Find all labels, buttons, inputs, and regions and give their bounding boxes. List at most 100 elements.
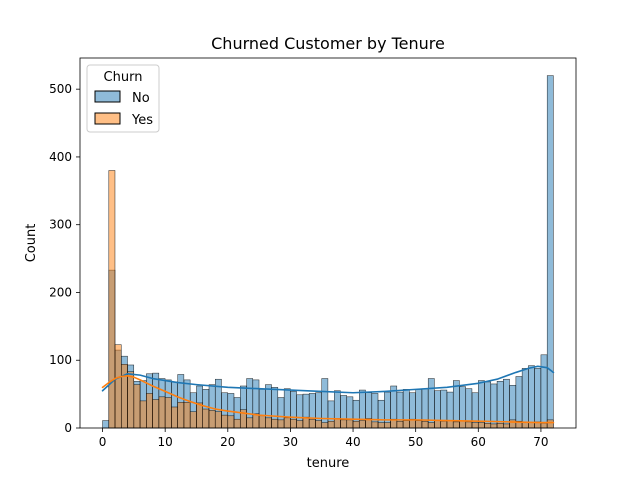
- bar-yes: [478, 422, 485, 429]
- bar-yes: [528, 422, 535, 429]
- bar-yes: [334, 418, 341, 429]
- bar-yes: [177, 402, 185, 429]
- bar-yes: [146, 393, 153, 429]
- bar-yes: [283, 417, 291, 429]
- x-tick-label: 20: [220, 435, 235, 449]
- bar-yes: [490, 423, 498, 429]
- legend: Churn No Yes: [86, 64, 160, 133]
- bar-no: [102, 420, 109, 429]
- x-tick-label: 40: [345, 435, 360, 449]
- x-axis: 0 10 20 30 40 50 60 70: [99, 428, 549, 449]
- bar-no: [534, 368, 542, 429]
- bar-yes: [327, 420, 335, 429]
- y-tick-label: 100: [49, 353, 72, 367]
- y-axis-label: Count: [24, 224, 39, 263]
- x-tick-label: 70: [533, 435, 548, 449]
- bar-yes: [465, 421, 473, 429]
- bar-yes: [446, 420, 454, 429]
- x-tick-label: 60: [471, 435, 486, 449]
- y-axis: 0 100 200 300 400 500: [49, 82, 80, 435]
- bar-yes: [164, 397, 172, 429]
- y-tick-label: 0: [64, 421, 72, 435]
- legend-swatch-yes: [94, 112, 121, 125]
- bar-yes: [346, 419, 354, 429]
- bar-yes: [196, 402, 203, 429]
- bar-yes: [421, 420, 429, 429]
- bar-yes: [133, 384, 141, 429]
- x-axis-label: tenure: [307, 456, 350, 471]
- legend-label-yes: Yes: [131, 113, 153, 128]
- bar-yes: [302, 416, 310, 429]
- bar-no: [546, 75, 554, 429]
- bar-yes: [271, 418, 279, 429]
- bar-yes: [246, 417, 254, 429]
- bar-yes: [189, 411, 197, 429]
- bar-yes: [183, 402, 191, 429]
- bar-yes: [471, 422, 479, 429]
- bar-no: [503, 378, 510, 429]
- x-tick-label: 50: [408, 435, 423, 449]
- bar-no: [521, 368, 529, 429]
- y-tick-label: 500: [49, 82, 72, 96]
- bar-yes: [221, 414, 228, 429]
- bar-no: [321, 378, 329, 429]
- bar-yes: [352, 420, 360, 429]
- x-tick-label: 0: [99, 435, 107, 449]
- bar-yes: [265, 417, 272, 429]
- bar-yes: [359, 420, 366, 429]
- bar-no: [515, 376, 523, 429]
- bar-yes: [252, 413, 260, 429]
- bar-yes: [233, 418, 241, 429]
- bar-yes: [384, 422, 391, 429]
- y-tick-label: 300: [49, 218, 72, 232]
- bar-yes: [114, 344, 122, 429]
- bar-yes: [315, 420, 322, 429]
- bar-yes: [440, 420, 448, 429]
- bar-yes: [290, 418, 297, 429]
- chart-title: Churned Customer by Tenure: [211, 34, 445, 53]
- bar-yes: [453, 421, 460, 429]
- bar-no: [540, 354, 548, 429]
- bar-yes: [396, 420, 404, 429]
- bar-yes: [540, 423, 548, 429]
- kde-layer: [101, 365, 555, 424]
- legend-title: Churn: [104, 70, 143, 85]
- bar-yes: [377, 422, 385, 429]
- plot-frame: [79, 57, 577, 429]
- bar-yes: [127, 371, 135, 429]
- kde-line-no: [101, 365, 555, 394]
- bar-yes: [158, 396, 166, 429]
- bar-yes: [321, 422, 329, 429]
- bar-yes: [227, 415, 235, 429]
- bar-yes: [521, 422, 529, 429]
- bar-yes: [402, 420, 410, 429]
- bar-yes: [371, 421, 379, 429]
- x-tick-label: 30: [283, 435, 298, 449]
- bar-yes: [427, 422, 435, 429]
- bar-yes: [152, 399, 160, 429]
- y-tick-label: 200: [49, 285, 72, 299]
- legend-label-no: No: [132, 91, 150, 106]
- bar-yes: [258, 415, 266, 429]
- bars-layer: [102, 75, 554, 429]
- bar-no: [528, 365, 535, 429]
- x-tick-label: 10: [158, 435, 173, 449]
- bar-yes: [459, 420, 466, 429]
- kde-line-yes: [101, 375, 555, 424]
- bar-yes: [340, 419, 347, 429]
- bar-yes: [509, 419, 517, 429]
- bar-yes: [208, 410, 216, 429]
- bar-yes: [215, 411, 222, 429]
- bar-yes: [308, 418, 316, 429]
- y-tick-label: 400: [49, 150, 72, 164]
- bar-yes: [415, 420, 423, 429]
- legend-swatch-no: [94, 90, 121, 103]
- bar-yes: [171, 406, 178, 429]
- bar-yes: [202, 408, 210, 429]
- bar-yes: [546, 419, 554, 429]
- bar-yes: [296, 420, 304, 429]
- bar-yes: [503, 423, 510, 429]
- bar-yes: [277, 419, 285, 429]
